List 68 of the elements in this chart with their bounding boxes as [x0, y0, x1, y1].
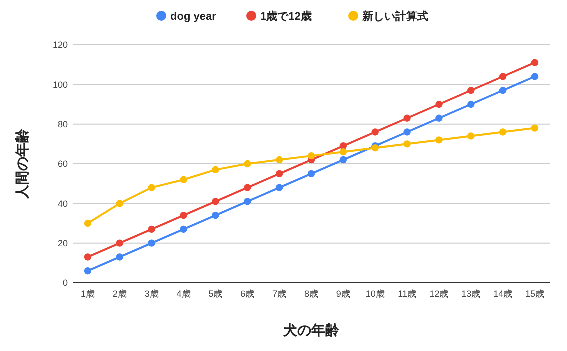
y-tick-label: 20: [58, 238, 68, 248]
point: [308, 152, 316, 160]
y-tick-label: 60: [58, 159, 68, 170]
point: [212, 212, 220, 220]
y-tick-label: 100: [52, 80, 68, 90]
point: [404, 128, 411, 136]
point: [468, 87, 475, 94]
point: [436, 114, 443, 122]
point: [499, 128, 507, 136]
x-tick-label: 11歳: [398, 289, 416, 299]
point: [116, 240, 124, 247]
x-tick-label: 9歳: [336, 289, 350, 299]
x-tick-label: 14歳: [494, 289, 513, 299]
x-axis-title: 犬の年齢: [284, 322, 340, 338]
y-tick-label: 0: [62, 278, 68, 288]
point: [499, 87, 507, 94]
point: [276, 170, 284, 178]
x-tick-label: 13歳: [462, 289, 481, 299]
x-tick-label: 5歳: [208, 289, 223, 299]
x-tick-label: 12歳: [430, 289, 449, 299]
legend-label: 新しい計算式: [362, 10, 428, 23]
x-tick-label: 7歳: [272, 289, 287, 299]
point: [180, 212, 188, 220]
point: [276, 156, 284, 164]
point: [148, 226, 156, 234]
point: [372, 128, 379, 136]
x-tick-label: 4歳: [176, 289, 191, 299]
y-tick-label: 120: [52, 40, 68, 50]
point: [116, 254, 124, 261]
point: [244, 198, 252, 206]
legend-label: 1歳で12歳: [260, 10, 312, 23]
point: [180, 226, 188, 234]
point: [340, 148, 348, 156]
x-tick-label: 10歳: [366, 289, 385, 299]
point: [499, 73, 507, 80]
point: [148, 240, 156, 247]
point: [212, 166, 220, 174]
x-tick-label: 3歳: [144, 289, 159, 299]
point: [244, 184, 252, 192]
point: [404, 140, 411, 148]
y-axis-title: 人間の年齢: [14, 128, 30, 200]
y-tick-label: 80: [58, 119, 68, 130]
point: [116, 200, 124, 208]
point: [436, 100, 443, 108]
point: [404, 114, 411, 122]
point: [148, 184, 156, 192]
x-tick-label: 8歳: [304, 289, 319, 299]
y-tick-label: 40: [58, 198, 68, 209]
x-tick-label: 15歳: [525, 289, 545, 299]
x-tick-label: 6歳: [240, 289, 255, 299]
x-tick-label: 1歳: [80, 289, 96, 299]
point: [84, 268, 92, 275]
point: [180, 176, 188, 184]
point: [531, 59, 539, 66]
legend-label: dog year: [170, 10, 218, 23]
point: [531, 73, 539, 80]
x-tick-label: 2歳: [112, 289, 127, 299]
point: [212, 198, 220, 206]
point: [244, 160, 252, 168]
point: [308, 170, 316, 178]
point: [468, 132, 475, 140]
point: [276, 184, 284, 192]
point: [531, 124, 539, 132]
point: [468, 100, 475, 108]
point: [340, 156, 348, 164]
point: [84, 220, 92, 228]
point: [84, 254, 92, 261]
point: [436, 136, 443, 144]
